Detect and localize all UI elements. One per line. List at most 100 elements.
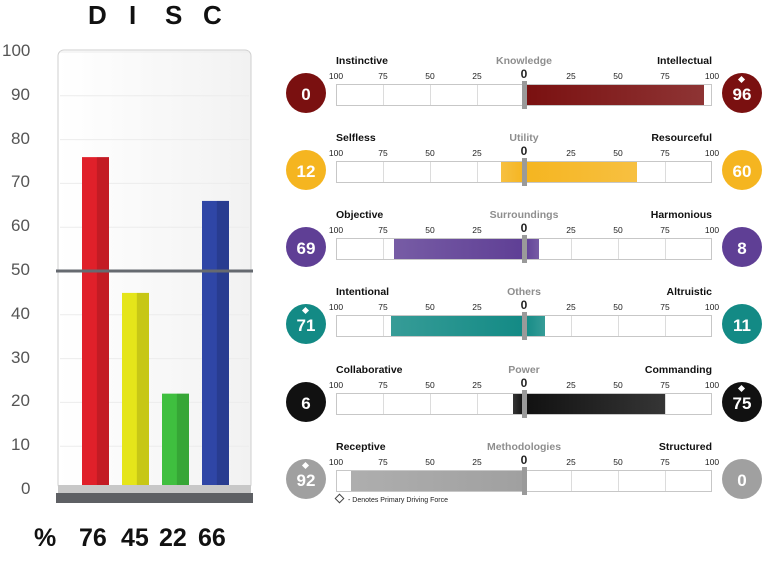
percent-symbol: % <box>34 524 57 552</box>
disc-percent-c: 66 <box>198 524 226 552</box>
scale-tick-label: 50 <box>425 302 435 312</box>
track-gridline <box>383 162 384 182</box>
scale-fill-right <box>524 316 545 336</box>
track-gridline <box>477 162 478 182</box>
left-score-circle: 92 <box>286 459 326 499</box>
diamond-icon <box>334 493 345 504</box>
right-score-circle: 8 <box>722 227 762 267</box>
legend-note-text: - Denotes Primary Driving Force <box>348 497 448 504</box>
scale-tick-label: 100 <box>328 71 344 81</box>
motivator-name: Knowledge <box>495 55 553 67</box>
y-tick-label: 40 <box>11 303 30 323</box>
right-trait-label: Intellectual <box>657 55 712 67</box>
reference-line-50 <box>56 269 253 273</box>
track-gridline <box>383 394 384 414</box>
scale-fill-right <box>524 394 665 414</box>
disc-percent-i: 45 <box>121 524 149 552</box>
scale-tick-label: 50 <box>613 302 623 312</box>
disc-bar-shade <box>176 393 189 486</box>
scale-fill-left <box>394 239 524 259</box>
y-tick-label: 10 <box>11 435 30 455</box>
right-score-circle: 96 <box>722 73 762 113</box>
y-tick-label: 70 <box>11 172 30 192</box>
track-gridline <box>618 471 619 491</box>
y-tick-label: 100 <box>2 41 31 60</box>
chart-base <box>56 493 253 503</box>
left-trait-label: Objective <box>336 209 384 221</box>
y-tick-label: 30 <box>11 347 30 367</box>
scale-tick-label: 25 <box>472 225 482 235</box>
scale-tick-label: 50 <box>613 457 623 467</box>
scale-tick-label: 100 <box>704 225 720 235</box>
scale-tick-label: 75 <box>378 148 388 158</box>
scale-fill-right <box>524 162 637 182</box>
y-tick-label: 90 <box>11 84 30 104</box>
scale-tick-label: 50 <box>425 71 435 81</box>
scale-tick-label: 75 <box>660 302 670 312</box>
right-score-value: 96 <box>732 85 752 104</box>
scale-row-power: Collaborative Commanding Power 100 75 50 25 0 25… <box>286 364 762 424</box>
disc-letter-c: C <box>203 0 222 30</box>
scale-center-mark <box>522 81 527 109</box>
left-score-circle: 71 <box>286 304 326 344</box>
scale-tick-label: 0 <box>520 453 528 467</box>
scale-tick-label: 50 <box>613 148 623 158</box>
track-gridline <box>430 85 431 105</box>
right-score-circle: 75 <box>722 382 762 422</box>
track-gridline <box>618 239 619 259</box>
y-tick-label: 0 <box>21 479 31 498</box>
scale-tick-label: 75 <box>378 225 388 235</box>
left-score-value: 69 <box>296 239 316 258</box>
scale-tick-label: 25 <box>472 457 482 467</box>
track-gridline <box>665 316 666 336</box>
scale-row-knowledge: Instinctive Intellectual Knowledge 100 75 50 2… <box>286 55 762 115</box>
scale-tick-label: 25 <box>566 71 576 81</box>
right-score-value: 0 <box>737 471 747 490</box>
right-score-value: 60 <box>732 162 752 181</box>
scale-tick-label: 0 <box>520 144 528 158</box>
scale-tick-label: 75 <box>378 71 388 81</box>
scale-tick-label: 50 <box>425 225 435 235</box>
scale-row-surroundings: Objective Harmonious Surroundings 100 75 50 25… <box>286 209 762 269</box>
scale-tick-label: 100 <box>704 71 720 81</box>
scale-tick-label: 100 <box>704 148 720 158</box>
scale-tick-label: 50 <box>425 457 435 467</box>
y-tick-label: 50 <box>11 260 30 279</box>
scale-tick-label: 75 <box>660 380 670 390</box>
scale-tick-label: 100 <box>328 225 344 235</box>
y-tick-label: 20 <box>11 391 30 411</box>
right-score-circle: 11 <box>722 304 762 344</box>
motivator-name: Others <box>507 286 541 298</box>
scale-tick-label: 75 <box>660 71 670 81</box>
scale-tick-label: 75 <box>660 148 670 158</box>
scale-tick-label: 25 <box>566 302 576 312</box>
disc-bar-i <box>122 292 149 486</box>
scale-tick-label: 75 <box>660 457 670 467</box>
left-score-value: 12 <box>296 162 316 181</box>
scale-tick-label: 50 <box>613 71 623 81</box>
track-gridline <box>665 471 666 491</box>
scale-center-mark <box>522 235 527 263</box>
scale-tick-label: 50 <box>425 380 435 390</box>
disc-bar-c <box>202 200 229 487</box>
disc-bar-s <box>162 393 189 486</box>
primary-driver-diamond-icon <box>737 384 746 393</box>
track-gridline <box>430 394 431 414</box>
disc-letter-i: I <box>129 0 137 30</box>
primary-driver-diamond-icon <box>737 75 746 84</box>
scale-fill-left <box>390 316 524 336</box>
scale-row-others: Intentional Altruistic Others 100 75 50 25 0 25 5… <box>286 286 762 346</box>
scale-tick-label: 75 <box>378 302 388 312</box>
scale-tick-label: 75 <box>378 380 388 390</box>
track-gridline <box>571 471 572 491</box>
track-gridline <box>383 239 384 259</box>
disc-bar-shade <box>216 200 229 487</box>
motivator-name: Methodologies <box>486 441 562 453</box>
disc-bar-chart <box>56 49 253 503</box>
right-score-circle: 0 <box>722 459 762 499</box>
left-score-circle: 12 <box>286 150 326 190</box>
scale-fill-right <box>524 85 705 105</box>
right-trait-label: Harmonious <box>650 209 712 221</box>
right-score-value: 11 <box>733 316 751 335</box>
left-trait-label: Instinctive <box>336 55 388 67</box>
